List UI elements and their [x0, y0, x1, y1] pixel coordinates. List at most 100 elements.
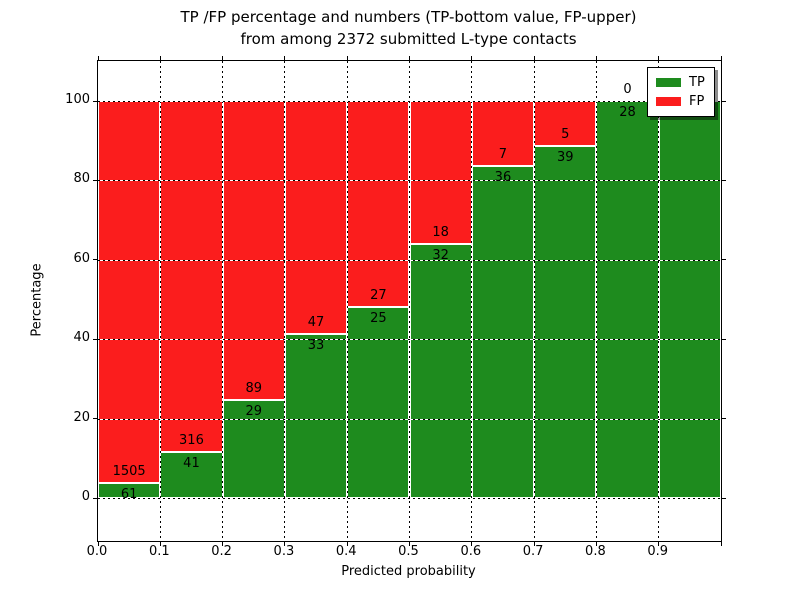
tp-count-label-0.6-0.7: 36 [494, 169, 512, 185]
fp-bar-0.0-0.1 [98, 101, 161, 483]
y-tick-right [722, 179, 726, 181]
x-gridline [222, 61, 224, 541]
y-tick-left [93, 497, 97, 499]
tp-legend-swatch-icon [656, 78, 681, 87]
fp-bar-0.6-0.7 [471, 101, 535, 166]
x-tick-bottom [97, 542, 99, 546]
x-tick-top [346, 56, 348, 60]
x-tick-top [595, 56, 597, 60]
x-tick-bottom [595, 542, 597, 546]
x-tick-bottom [159, 542, 161, 546]
y-tick-left [93, 338, 97, 340]
fp-count-label-0.1-0.2: 316 [179, 433, 204, 449]
x-tick-label: 0.1 [148, 544, 170, 559]
y-tick-right [722, 100, 726, 102]
tp-count-label-0.7-0.8: 39 [556, 150, 574, 166]
tp-count-label-0.2-0.3: 29 [245, 404, 263, 420]
y-tick-left [93, 418, 97, 420]
fp-bar-0.1-0.2 [160, 101, 223, 453]
fp-count-label-0.8-0.9: 0 [623, 82, 632, 97]
x-gridline [658, 61, 660, 541]
tp-bar-0.5-0.6 [409, 243, 472, 498]
x-gridline [533, 61, 535, 541]
x-gridline [346, 61, 348, 541]
legend-label-fp: FP [689, 94, 705, 109]
y-gridline [98, 418, 721, 420]
y-tick-label: 100 [65, 92, 90, 107]
y-tick-label: 20 [73, 409, 90, 425]
y-tick-left [93, 100, 97, 102]
legend: TP FP [647, 67, 715, 117]
tp-count-label-0.3-0.4: 33 [307, 338, 325, 354]
chart-title-line1: TP /FP percentage and numbers (TP-bottom… [180, 8, 637, 26]
x-tick-top [720, 56, 722, 60]
x-tick-label: 0.0 [86, 544, 108, 559]
y-tick-label: 0 [81, 489, 90, 504]
x-axis-label: Predicted probability [341, 564, 476, 579]
x-tick-label: 0.6 [460, 544, 482, 559]
x-tick-bottom [346, 542, 348, 546]
fp-count-label-0.5-0.6: 18 [432, 224, 449, 240]
fp-bar-0.7-0.8 [534, 101, 597, 147]
tp-bar-0.9-1.0 [658, 101, 721, 498]
y-tick-right [722, 497, 726, 499]
fp-bar-0.2-0.3 [222, 101, 285, 401]
fp-count-label-0.4-0.5: 27 [370, 288, 387, 304]
y-tick-left [93, 179, 97, 181]
y-tick-label: 40 [73, 330, 90, 346]
x-gridline [595, 61, 597, 541]
x-tick-bottom [658, 542, 660, 546]
fp-bar-0.3-0.4 [284, 101, 348, 335]
plot-area: TP FP 1505 61 316 41 89 29 47 33 27 25 18 32 7 36 5 39 0… [93, 56, 726, 546]
legend-label-tp: TP [689, 75, 705, 90]
x-tick-top [658, 56, 660, 60]
tp-bar-0.7-0.8 [534, 146, 597, 498]
y-tick-label: 80 [73, 171, 90, 187]
x-tick-label: 0.9 [647, 544, 669, 559]
x-tick-label: 0.3 [273, 544, 295, 559]
x-tick-bottom [471, 542, 473, 546]
tp-bar-0.4-0.5 [347, 307, 410, 498]
y-gridline [98, 339, 721, 341]
y-gridline [98, 498, 721, 499]
x-tick-top [284, 56, 286, 60]
x-tick-label: 0.8 [585, 544, 606, 559]
y-gridline [98, 180, 721, 182]
fp-count-label-0.7-0.8: 5 [561, 127, 570, 143]
x-gridline [471, 61, 473, 541]
x-tick-bottom [409, 542, 410, 546]
fp-bar-0.5-0.6 [409, 101, 472, 244]
fp-count-label-0.0-0.1: 1505 [112, 463, 146, 479]
x-tick-top [222, 56, 224, 60]
tp-count-label-0.5-0.6: 32 [432, 247, 449, 263]
tp-bar-0.6-0.7 [471, 165, 535, 498]
tp-count-label-0.4-0.5: 25 [370, 311, 387, 327]
chart-title: TP /FP percentage and numbers (TP-bottom… [97, 6, 720, 50]
y-gridline [98, 259, 721, 261]
x-tick-top [159, 56, 161, 60]
x-gridline [284, 61, 286, 541]
y-axis-label: Percentage [29, 263, 45, 337]
x-gridline [409, 61, 410, 541]
fp-count-label-0.6-0.7: 7 [498, 146, 508, 162]
y-tick-label: 60 [73, 250, 90, 266]
y-tick-right [722, 259, 726, 261]
y-tick-right [722, 418, 726, 420]
y-gridline [98, 101, 721, 102]
y-tick-right [722, 338, 726, 340]
x-gridline [159, 61, 161, 541]
chart-title-line2: from among 2372 submitted L-type contact… [240, 30, 577, 48]
fp-bar-0.4-0.5 [347, 101, 410, 308]
fp-count-label-0.3-0.4: 47 [307, 315, 325, 331]
x-tick-bottom [533, 542, 535, 546]
tp-bar-0.2-0.3 [222, 400, 285, 498]
fp-legend-swatch-icon [656, 97, 681, 106]
x-tick-bottom [720, 542, 722, 546]
x-tick-bottom [222, 542, 224, 546]
x-tick-top [471, 56, 473, 60]
legend-entry-tp: TP [656, 73, 706, 92]
tp-bar-0.3-0.4 [284, 334, 348, 498]
tp-count-label-0.8-0.9: 28 [619, 105, 636, 120]
x-tick-label: 0.4 [335, 544, 357, 559]
